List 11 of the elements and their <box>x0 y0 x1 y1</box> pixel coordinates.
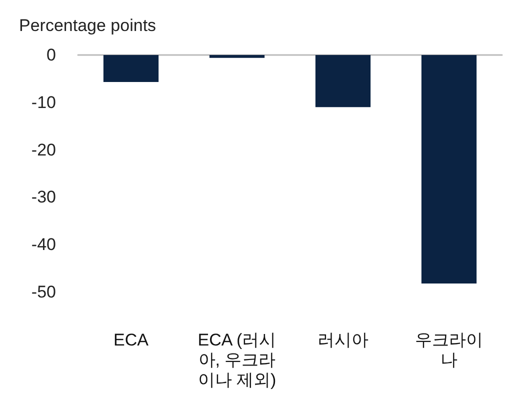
y-tick-label: -30 <box>31 188 56 207</box>
x-tick-label: ECA (러시아, 우크라이나 제외) <box>198 330 276 390</box>
y-tick-label: 0 <box>46 46 56 64</box>
y-tick-label: -10 <box>31 92 56 112</box>
y-tick-label: -40 <box>31 235 56 254</box>
x-tick-label: 러시아 <box>318 330 368 350</box>
x-tick-label: 우크라이나 <box>415 330 483 370</box>
y-tick-label: -50 <box>31 282 56 302</box>
y-axis-title: Percentage points <box>19 16 156 35</box>
x-tick-label: ECA <box>114 330 150 350</box>
y-tick-label: -20 <box>31 140 56 160</box>
